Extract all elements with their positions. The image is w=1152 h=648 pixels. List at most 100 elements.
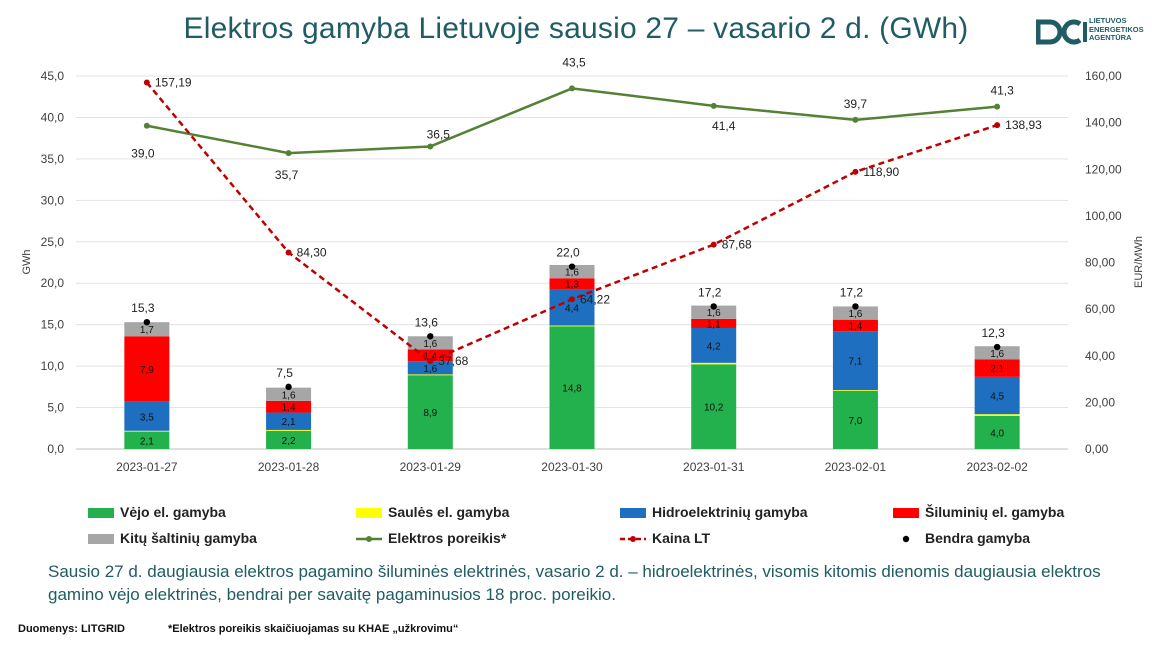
bar-data-label: 7,0: [848, 416, 862, 427]
logo-line: LIETUVOS: [1089, 16, 1127, 25]
bar-data-label: 4,5: [990, 392, 1004, 403]
x-tick-label: 2023-01-27: [116, 460, 178, 474]
legend-label: Vėjo el. gamyba: [120, 504, 226, 520]
legend-swatch: [356, 508, 382, 519]
y2-tick-label: 20,00: [1085, 395, 1115, 409]
y-tick-label: 30,0: [41, 193, 65, 207]
bar-segment: [266, 387, 312, 401]
bar-segment: [124, 430, 170, 432]
y2-tick-label: 100,00: [1085, 209, 1122, 223]
legend-item: Hidroelektrinių gamyba: [620, 504, 808, 520]
price-data-label: 87,68: [722, 238, 752, 252]
caption-text: Sausio 27 d. daugiausia elektros pagamin…: [48, 562, 1101, 604]
bar-segment: [832, 390, 878, 449]
bar-data-label: 1,6: [707, 308, 721, 319]
demand-data-label: 43,5: [562, 55, 586, 69]
demand-point: [994, 103, 1001, 110]
bar-data-label: 3,5: [140, 412, 154, 423]
bar-data-label: 1,4: [282, 403, 296, 414]
legend-label: Saulės el. gamyba: [388, 504, 510, 520]
x-tick-label: 2023-01-28: [258, 460, 320, 474]
bar-segment: [974, 346, 1020, 360]
price-point: [852, 168, 859, 175]
x-tick-label: 2023-01-31: [683, 460, 745, 474]
bar-segment: [974, 359, 1020, 377]
chart-title: Elektros gamyba Lietuvoje sausio 27 – va…: [183, 12, 969, 45]
total-data-label: 15,3: [131, 301, 155, 315]
legend-swatch: [902, 536, 910, 543]
bar-segment: [266, 429, 312, 431]
demand-point: [852, 116, 859, 123]
demand-data-label: 39,0: [131, 147, 155, 161]
logo-text: LIETUVOS ENERGETIKOS AGENTŪRA: [1089, 16, 1144, 43]
demand-point: [143, 122, 150, 129]
legend-swatch: [88, 508, 114, 519]
legend-item: Saulės el. gamyba: [356, 504, 509, 520]
source-note: Duomenys: LITGRID: [18, 623, 125, 635]
price-data-label: 118,90: [863, 165, 899, 179]
agency-logo-icon: [1036, 19, 1087, 45]
y-tick-label: 20,0: [41, 276, 65, 290]
bar-segment: [407, 349, 453, 362]
bar-segment: [407, 361, 453, 375]
y-tick-label: 0,0: [47, 442, 64, 456]
y-tick-label: 35,0: [41, 152, 65, 166]
legend-item: Šiluminių el. gamyba: [893, 504, 1064, 520]
total-data-label: 13,6: [415, 315, 439, 329]
price-point: [427, 358, 434, 365]
demand-point: [285, 150, 292, 157]
y2-tick-label: 140,00: [1085, 116, 1122, 130]
demand-point: [427, 143, 434, 150]
bar-segment: [124, 336, 170, 402]
price-point: [569, 296, 575, 303]
total-marker: [427, 333, 434, 340]
bar-data-label: 1,4: [423, 351, 437, 362]
bar-data-label: 1,7: [140, 325, 154, 336]
bar-data-label: 14,8: [562, 384, 582, 395]
bar-segment: [549, 325, 595, 327]
bar-segment: [549, 326, 595, 449]
legend-label: Elektros poreikis*: [388, 530, 507, 546]
price-data-label: 157,19: [155, 76, 192, 90]
legend-label: Šiluminių el. gamyba: [925, 504, 1065, 520]
bar-data-label: 7,9: [140, 365, 154, 376]
bar-data-label: 8,9: [423, 408, 437, 419]
y2-tick-label: 80,00: [1085, 256, 1115, 270]
legend-item: Bendra gamyba: [893, 530, 1030, 546]
bar-data-label: 1,1: [707, 319, 721, 330]
price-data-label: 138,93: [1005, 118, 1042, 132]
bar-data-label: 1,6: [848, 309, 862, 320]
demand-data-label: 36,5: [427, 127, 451, 141]
y2-tick-label: 120,00: [1085, 162, 1122, 176]
bar-data-label: 2,1: [282, 417, 296, 428]
legend-swatch: [356, 536, 382, 543]
y-tick-label: 40,0: [41, 110, 65, 124]
legend-label: Bendra gamyba: [925, 530, 1031, 546]
legend-label: Kitų šaltinių gamyba: [120, 530, 257, 546]
y2-tick-label: 40,00: [1085, 349, 1115, 363]
demand-point: [710, 102, 717, 109]
total-data-label: 17,2: [698, 285, 722, 299]
y-tick-label: 5,0: [47, 401, 64, 415]
bar-segment: [549, 278, 595, 290]
bar-segment: [691, 362, 737, 365]
demand-data-label: 41,4: [712, 119, 736, 133]
bar-segment: [266, 412, 312, 430]
bar-data-label: 2,1: [990, 364, 1004, 375]
bar-segment: [266, 430, 312, 449]
legend-item: Vėjo el. gamyba: [88, 504, 226, 520]
demand-point: [569, 85, 575, 92]
x-tick-label: 2023-02-02: [966, 460, 1028, 474]
bar-segment: [691, 305, 737, 319]
bar-segment: [549, 289, 595, 326]
price-data-label: 84,30: [297, 245, 327, 259]
total-data-label: 12,3: [981, 326, 1005, 340]
price-point: [994, 122, 1001, 129]
bar-segment: [974, 414, 1020, 416]
bar-data-label: 1,6: [423, 339, 437, 350]
bar-segment: [266, 400, 312, 413]
bar-segment: [832, 306, 878, 320]
bar-data-label: 4,4: [565, 303, 579, 314]
legend-swatch: [88, 534, 114, 545]
bar-segment: [691, 327, 737, 363]
